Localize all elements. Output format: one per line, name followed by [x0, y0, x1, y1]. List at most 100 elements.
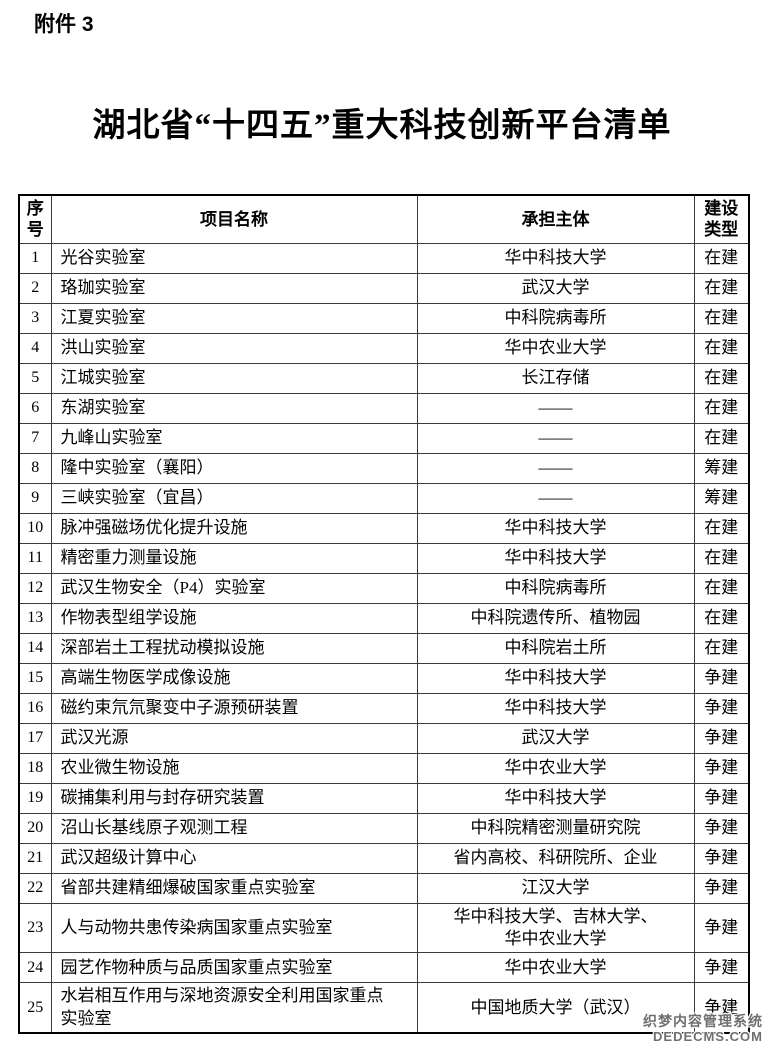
row-type: 争建 [693, 842, 750, 874]
row-type: 争建 [693, 982, 750, 1034]
row-type: 争建 [693, 902, 750, 954]
table-row: 23 人与动物共患传染病国家重点实验室 华中科技大学、吉林大学、 华中农业大学 … [18, 902, 750, 954]
row-entity: 华中农业大学 [416, 332, 695, 364]
row-no: 21 [18, 842, 52, 874]
table-row: 24 园艺作物种质与品质国家重点实验室 华中农业大学 争建 [18, 952, 750, 984]
row-no: 5 [18, 362, 52, 394]
row-name: 武汉超级计算中心 [50, 842, 418, 874]
row-type: 争建 [693, 812, 750, 844]
row-no: 1 [18, 242, 52, 274]
row-no: 2 [18, 272, 52, 304]
row-type: 在建 [693, 242, 750, 274]
row-type: 争建 [693, 722, 750, 754]
row-type: 筹建 [693, 452, 750, 484]
row-name: 光谷实验室 [50, 242, 418, 274]
row-name: 沼山长基线原子观测工程 [50, 812, 418, 844]
row-no: 11 [18, 542, 52, 574]
row-name: 磁约束氘氘聚变中子源预研装置 [50, 692, 418, 724]
col-header-entity: 承担主体 [416, 194, 695, 244]
row-no: 13 [18, 602, 52, 634]
col-header-type: 建设类型 [693, 194, 750, 244]
row-type: 在建 [693, 422, 750, 454]
table-header-row: 序号 项目名称 承担主体 建设类型 [18, 194, 750, 244]
row-type: 争建 [693, 692, 750, 724]
row-type: 争建 [693, 782, 750, 814]
row-name: 洪山实验室 [50, 332, 418, 364]
row-entity: 华中科技大学、吉林大学、 华中农业大学 [416, 902, 695, 954]
row-entity: 华中农业大学 [416, 752, 695, 784]
row-name: 农业微生物设施 [50, 752, 418, 784]
row-entity: —— [416, 422, 695, 454]
row-name: 人与动物共患传染病国家重点实验室 [50, 902, 418, 954]
row-name: 深部岩土工程扰动模拟设施 [50, 632, 418, 664]
platform-table: 序号 项目名称 承担主体 建设类型 1 光谷实验室 华中科技大学 在建 2 珞珈… [18, 194, 750, 1035]
row-no: 18 [18, 752, 52, 784]
table-row: 3 江夏实验室 中科院病毒所 在建 [18, 302, 750, 334]
table-row: 10 脉冲强磁场优化提升设施 华中科技大学 在建 [18, 512, 750, 544]
row-type: 在建 [693, 392, 750, 424]
row-entity: 华中科技大学 [416, 512, 695, 544]
row-entity: —— [416, 452, 695, 484]
table-row: 14 深部岩土工程扰动模拟设施 中科院岩土所 在建 [18, 632, 750, 664]
row-no: 17 [18, 722, 52, 754]
row-no: 7 [18, 422, 52, 454]
table-row: 13 作物表型组学设施 中科院遗传所、植物园 在建 [18, 602, 750, 634]
row-entity: 武汉大学 [416, 272, 695, 304]
row-entity: 江汉大学 [416, 872, 695, 904]
table-row: 20 沼山长基线原子观测工程 中科院精密测量研究院 争建 [18, 812, 750, 844]
row-entity: 中科院岩土所 [416, 632, 695, 664]
row-name: 精密重力测量设施 [50, 542, 418, 574]
row-no: 19 [18, 782, 52, 814]
row-no: 22 [18, 872, 52, 904]
row-name: 省部共建精细爆破国家重点实验室 [50, 872, 418, 904]
row-type: 在建 [693, 272, 750, 304]
table-row: 22 省部共建精细爆破国家重点实验室 江汉大学 争建 [18, 872, 750, 904]
row-entity: 省内高校、科研院所、企业 [416, 842, 695, 874]
table-row: 16 磁约束氘氘聚变中子源预研装置 华中科技大学 争建 [18, 692, 750, 724]
watermark-line1: 织梦内容管理系统 [643, 1013, 763, 1029]
row-name: 三峡实验室（宜昌） [50, 482, 418, 514]
row-name: 水岩相互作用与深地资源安全利用国家重点 实验室 [50, 982, 418, 1034]
col-header-name: 项目名称 [50, 194, 418, 244]
table-row: 18 农业微生物设施 华中农业大学 争建 [18, 752, 750, 784]
row-no: 6 [18, 392, 52, 424]
row-no: 15 [18, 662, 52, 694]
row-entity: 华中科技大学 [416, 662, 695, 694]
attachment-label: 附件 3 [34, 13, 94, 36]
row-name: 隆中实验室（襄阳） [50, 452, 418, 484]
row-entity: 长江存储 [416, 362, 695, 394]
table-row: 4 洪山实验室 华中农业大学 在建 [18, 332, 750, 364]
table-row: 2 珞珈实验室 武汉大学 在建 [18, 272, 750, 304]
row-no: 12 [18, 572, 52, 604]
row-entity: 武汉大学 [416, 722, 695, 754]
row-no: 3 [18, 302, 52, 334]
table-row: 17 武汉光源 武汉大学 争建 [18, 722, 750, 754]
table-row: 12 武汉生物安全（P4）实验室 中科院病毒所 在建 [18, 572, 750, 604]
row-name: 东湖实验室 [50, 392, 418, 424]
row-name: 江夏实验室 [50, 302, 418, 334]
row-name: 园艺作物种质与品质国家重点实验室 [50, 952, 418, 984]
row-type: 争建 [693, 662, 750, 694]
row-no: 16 [18, 692, 52, 724]
table-row: 15 高端生物医学成像设施 华中科技大学 争建 [18, 662, 750, 694]
row-entity: —— [416, 392, 695, 424]
table-row: 19 碳捕集利用与封存研究装置 华中科技大学 争建 [18, 782, 750, 814]
row-name: 作物表型组学设施 [50, 602, 418, 634]
row-type: 争建 [693, 952, 750, 984]
row-name: 九峰山实验室 [50, 422, 418, 454]
row-no: 20 [18, 812, 52, 844]
row-entity: —— [416, 482, 695, 514]
row-name: 珞珈实验室 [50, 272, 418, 304]
table-row: 5 江城实验室 长江存储 在建 [18, 362, 750, 394]
row-type: 在建 [693, 632, 750, 664]
row-type: 在建 [693, 572, 750, 604]
table-row: 25 水岩相互作用与深地资源安全利用国家重点 实验室 中国地质大学（武汉） 争建 [18, 982, 750, 1034]
row-name: 江城实验室 [50, 362, 418, 394]
row-entity: 中科院精密测量研究院 [416, 812, 695, 844]
row-type: 在建 [693, 302, 750, 334]
row-no: 10 [18, 512, 52, 544]
row-type: 在建 [693, 602, 750, 634]
row-entity: 中科院遗传所、植物园 [416, 602, 695, 634]
row-type: 在建 [693, 332, 750, 364]
